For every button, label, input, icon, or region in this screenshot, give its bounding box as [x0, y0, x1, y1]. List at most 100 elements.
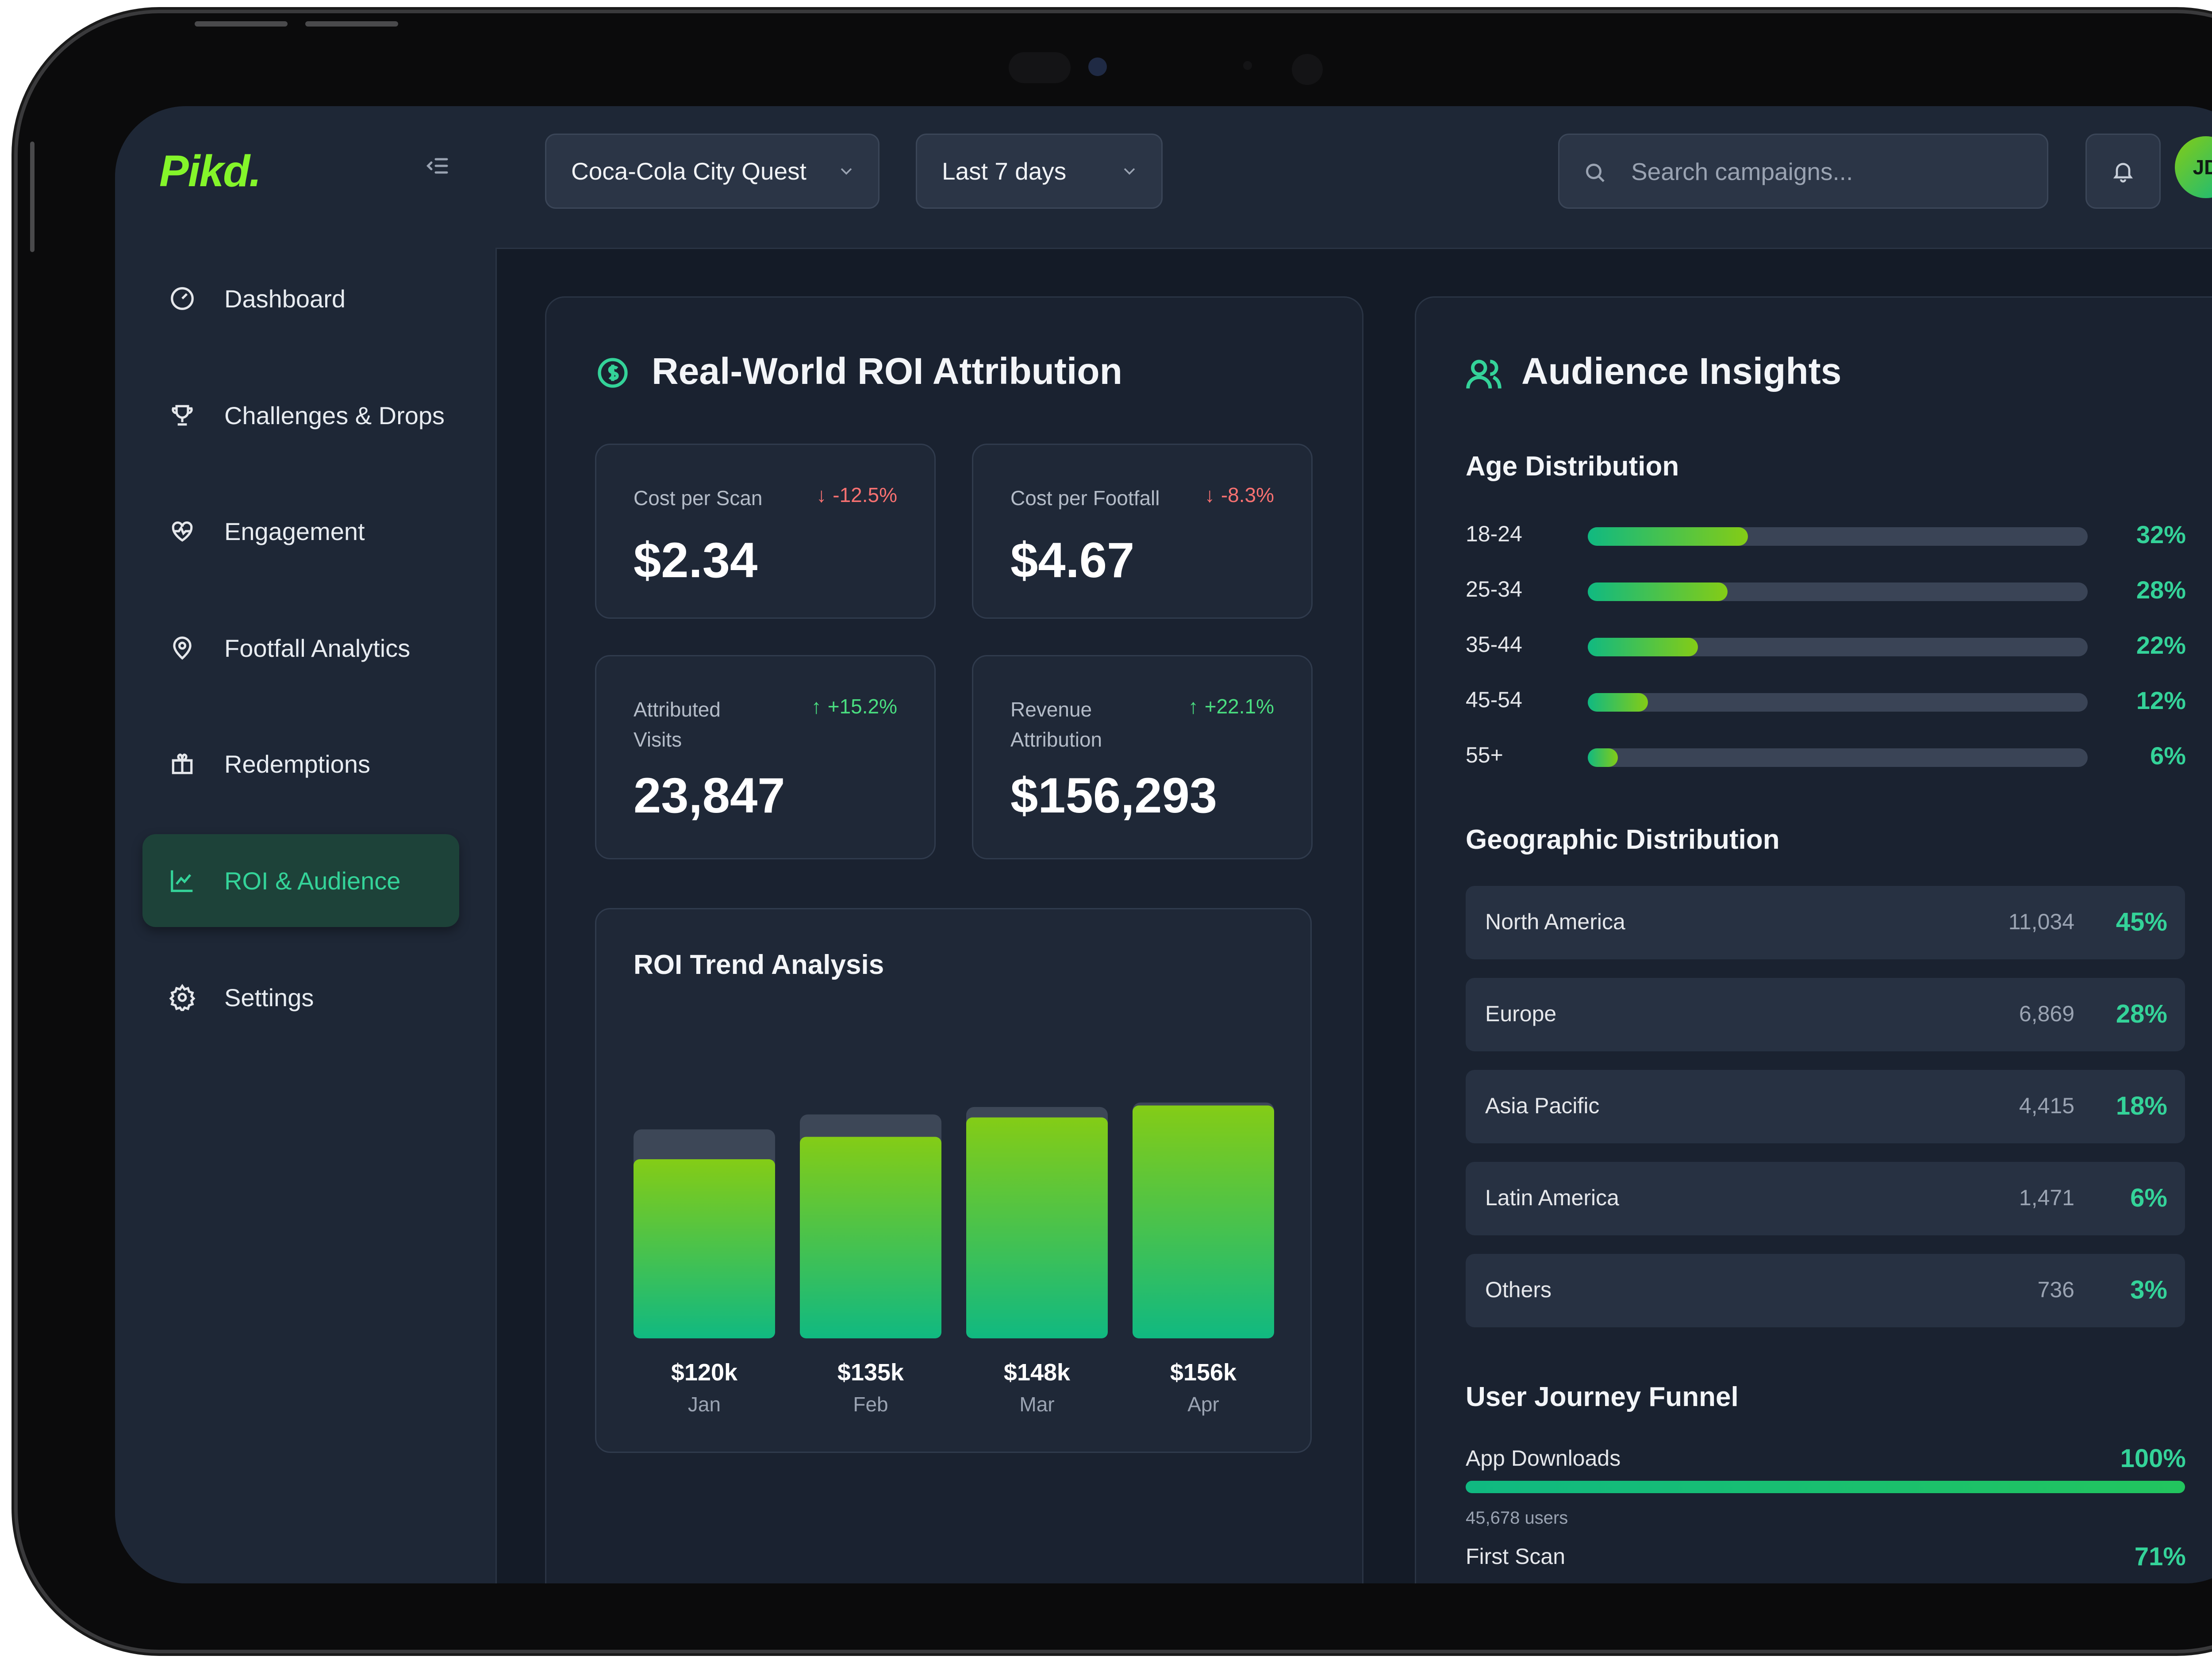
line-chart-icon: [171, 870, 193, 892]
user-avatar[interactable]: JD: [2172, 134, 2212, 201]
age-bar-track: [1588, 527, 2088, 546]
arrow-up-icon: ↑: [1188, 695, 1198, 718]
kpi-card-cost-per-footfall: Cost per Footfall ↓ -8.3% $4.67: [972, 444, 1313, 619]
collapse-sidebar-icon[interactable]: [425, 153, 451, 179]
kpi-value: $156,293: [1010, 768, 1217, 823]
sidebar-item-label: Engagement: [224, 517, 365, 545]
users-icon: [1466, 360, 1502, 389]
search-input[interactable]: [1630, 153, 2030, 191]
funnel-step-percent: 100%: [2120, 1444, 2186, 1473]
sidebar-item-settings[interactable]: Settings: [142, 951, 459, 1044]
sidebar-item-redemptions[interactable]: Redemptions: [142, 717, 459, 810]
top-header: Coca-Cola City Quest Last 7 days JD: [495, 106, 2212, 249]
map-pin-icon: [173, 636, 192, 660]
side-button: [30, 142, 35, 252]
age-bar-fill: [1588, 527, 1748, 546]
age-bar-fill: [1588, 693, 1648, 712]
geo-region-percent: 3%: [2130, 1276, 2167, 1304]
heart-pulse-icon: [172, 521, 193, 542]
kpi-card-attributed-visits: Attributed Visits ↑ +15.2% 23,847: [595, 655, 936, 859]
sensor-housing: [1009, 52, 1071, 83]
app-logo[interactable]: Pikd.: [159, 146, 261, 196]
roi-panel-title: Real-World ROI Attribution: [652, 350, 1122, 392]
geo-row[interactable]: North America 11,034 45%: [1466, 886, 2185, 959]
geographic-distribution-title: Geographic Distribution: [1466, 824, 1780, 855]
geo-region-count: 736: [2037, 1277, 2074, 1302]
kpi-value: $2.34: [634, 533, 758, 588]
age-distribution-title: Age Distribution: [1466, 451, 1679, 482]
geo-region-count: 4,415: [2019, 1093, 2074, 1118]
sidebar-item-dashboard[interactable]: Dashboard: [142, 252, 459, 345]
roi-bar-category-label: Feb: [853, 1393, 888, 1416]
geo-region-name: Latin America: [1485, 1185, 1619, 1210]
age-bar-track: [1588, 748, 2088, 767]
period-select-value: Last 7 days: [942, 157, 1067, 185]
tablet-frame: Pikd. Dashboard Challenges & Drops Engag…: [18, 13, 2212, 1650]
arrow-down-icon: ↓: [1204, 483, 1215, 506]
campaign-select[interactable]: Coca-Cola City Quest: [545, 134, 879, 209]
roi-bar-category-label: Apr: [1187, 1393, 1219, 1416]
roi-panel: Real-World ROI Attribution Cost per Scan…: [545, 296, 1363, 1583]
kpi-delta: ↓ -12.5%: [816, 483, 897, 506]
gear-icon: [169, 984, 196, 1011]
geo-region-percent: 18%: [2116, 1092, 2167, 1120]
age-label: 45-54: [1466, 687, 1522, 712]
roi-bar[interactable]: [1133, 1105, 1274, 1339]
geo-row[interactable]: Others 736 3%: [1466, 1254, 2185, 1327]
age-percent: 6%: [2150, 742, 2186, 770]
roi-bar-value-label: $135k: [837, 1359, 904, 1386]
sidebar-item-label: Challenges & Drops: [224, 401, 445, 429]
age-percent: 22%: [2136, 631, 2186, 659]
arrow-up-icon: ↑: [811, 695, 822, 718]
age-percent: 32%: [2136, 521, 2186, 548]
geo-region-count: 11,034: [2008, 909, 2074, 934]
funnel-step-label: App Downloads: [1466, 1446, 1621, 1471]
gift-icon: [172, 753, 193, 774]
roi-bar[interactable]: [966, 1117, 1108, 1339]
sidebar-item-label: Dashboard: [224, 284, 346, 313]
chevron-down-icon: [1124, 168, 1135, 175]
geo-region-name: North America: [1485, 909, 1625, 934]
roi-bar-value-label: $148k: [1004, 1359, 1071, 1386]
notifications-button[interactable]: [2085, 134, 2161, 209]
top-button: [195, 21, 288, 27]
kpi-value: $4.67: [1010, 533, 1135, 588]
geo-region-name: Asia Pacific: [1485, 1093, 1600, 1118]
age-bar-fill: [1588, 638, 1698, 656]
roi-bar-category-label: Mar: [1019, 1393, 1054, 1416]
kpi-delta: ↑ +22.1%: [1188, 695, 1274, 718]
geo-region-name: Europe: [1485, 1001, 1557, 1026]
funnel-step-label: First Scan: [1466, 1544, 1566, 1569]
geo-row[interactable]: Latin America 1,471 6%: [1466, 1162, 2185, 1235]
geo-row[interactable]: Europe 6,869 28%: [1466, 978, 2185, 1051]
funnel-bar-fill: [1466, 1481, 2185, 1493]
sidebar-item-challenges[interactable]: Challenges & Drops: [142, 369, 459, 462]
app-screen: Pikd. Dashboard Challenges & Drops Engag…: [115, 106, 2212, 1583]
campaign-select-value: Coca-Cola City Quest: [571, 157, 806, 185]
roi-bar-category-label: Jan: [688, 1393, 721, 1416]
kpi-label: Cost per Footfall: [1010, 487, 1160, 510]
sidebar-item-label: ROI & Audience: [224, 866, 401, 895]
period-select[interactable]: Last 7 days: [916, 134, 1163, 209]
sidebar-item-roi-audience[interactable]: ROI & Audience: [142, 834, 459, 927]
bell-icon: [2113, 163, 2133, 183]
audience-panel-title: Audience Insights: [1521, 350, 1842, 392]
audience-panel: Audience Insights Age Distribution 18-24…: [1415, 296, 2212, 1583]
kpi-label: Revenue Attribution: [1010, 698, 1102, 751]
funnel-step-users: 45,678 users: [1466, 1508, 1568, 1528]
roi-bar-value-label: $120k: [671, 1359, 738, 1386]
roi-bar[interactable]: [634, 1159, 775, 1338]
gauge-icon: [171, 287, 194, 310]
geo-region-percent: 28%: [2116, 1000, 2167, 1028]
roi-bar[interactable]: [800, 1137, 941, 1338]
trophy-icon: [172, 405, 193, 426]
geo-region-name: Others: [1485, 1277, 1552, 1302]
roi-trend-card: ROI Trend Analysis $120k Jan $135k Feb $148k…: [595, 908, 1312, 1453]
age-label: 25-34: [1466, 577, 1522, 602]
sidebar-item-engagement[interactable]: Engagement: [142, 485, 459, 578]
age-bar-track: [1588, 693, 2088, 712]
geo-region-count: 6,869: [2019, 1001, 2074, 1026]
funnel-bar-track: [1466, 1481, 2185, 1493]
geo-row[interactable]: Asia Pacific 4,415 18%: [1466, 1070, 2185, 1143]
sidebar-item-footfall[interactable]: Footfall Analytics: [142, 602, 459, 694]
